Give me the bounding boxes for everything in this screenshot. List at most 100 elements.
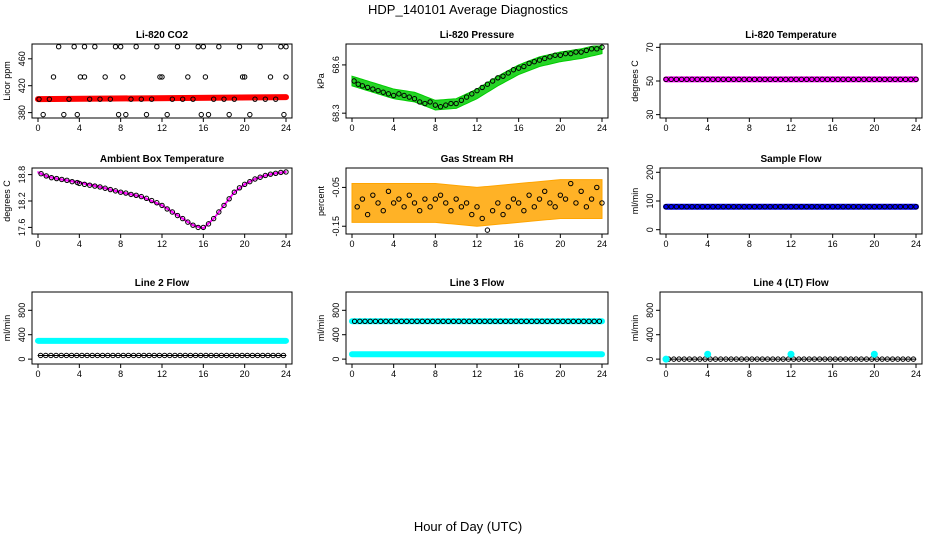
data-point: [905, 356, 911, 362]
data-point: [586, 318, 592, 324]
data-point: [86, 182, 93, 188]
data-point: [195, 43, 201, 50]
data-point: [764, 356, 771, 362]
data-point: [84, 352, 90, 359]
data-point: [370, 192, 376, 198]
data-point: [788, 204, 794, 210]
y-tick-label: -0.05: [331, 177, 341, 198]
data-point: [283, 43, 289, 50]
data-point: [539, 318, 545, 324]
data-point: [702, 356, 708, 362]
data-point: [437, 104, 444, 110]
panel-title: Gas Stream RH: [441, 154, 514, 165]
data-point: [757, 204, 763, 210]
y-axis-label: Licor ppm: [2, 61, 12, 101]
x-tick-label: 16: [514, 369, 524, 379]
data-point: [283, 74, 289, 80]
data-point: [179, 215, 186, 222]
data-point: [192, 352, 199, 359]
data-point: [89, 352, 95, 359]
data-point: [372, 318, 379, 324]
data-point: [733, 356, 740, 362]
data-point: [120, 352, 126, 359]
data-point: [531, 204, 537, 210]
data-point: [900, 356, 906, 362]
y-tick-label: 200: [645, 165, 655, 180]
data-point: [557, 52, 564, 58]
data-point: [704, 204, 711, 210]
data-point: [97, 96, 103, 102]
data-point: [272, 170, 279, 176]
data-point: [443, 102, 449, 108]
data-point: [157, 74, 163, 80]
data-point: [252, 96, 258, 102]
data-point: [882, 204, 888, 210]
data-point: [236, 43, 243, 50]
data-point: [202, 74, 209, 80]
data-point: [275, 352, 281, 359]
data-point: [819, 204, 825, 210]
data-point: [128, 96, 134, 102]
data-point: [489, 78, 496, 84]
data-point: [244, 352, 250, 359]
data-point: [759, 356, 766, 362]
y-tick-label: 400: [331, 327, 341, 342]
x-tick-label: 8: [747, 369, 752, 379]
data-point: [814, 76, 820, 83]
x-tick-label: 20: [240, 239, 250, 249]
x-tick-label: 16: [514, 239, 524, 249]
data-point: [824, 76, 831, 83]
x-tick-label: 24: [911, 123, 921, 133]
spike-point: [787, 350, 795, 358]
data-point: [892, 204, 898, 210]
data-point: [53, 175, 60, 182]
data-point: [112, 188, 119, 194]
data-point: [866, 76, 872, 83]
data-point: [97, 184, 103, 190]
x-axis-title: Hour of Day (UTC): [414, 519, 522, 534]
data-point: [902, 76, 909, 83]
data-point: [749, 356, 755, 362]
data-point: [48, 174, 55, 181]
data-point: [544, 318, 551, 324]
x-tick-label: 4: [391, 239, 396, 249]
data-point: [513, 318, 519, 324]
data-point: [64, 177, 70, 184]
spike-point: [662, 355, 670, 363]
data-point: [599, 200, 605, 206]
x-tick-label: 12: [786, 123, 796, 133]
data-point: [767, 76, 773, 83]
data-point: [417, 99, 423, 105]
data-point: [879, 356, 885, 362]
data-point: [239, 352, 245, 359]
data-point: [908, 76, 914, 83]
data-point: [676, 356, 682, 362]
data-point: [710, 204, 716, 210]
data-point: [143, 195, 150, 202]
data-point: [115, 352, 121, 359]
data-point: [474, 204, 480, 210]
data-point: [159, 202, 165, 209]
data-point: [81, 74, 88, 80]
data-point: [717, 356, 724, 362]
data-point: [842, 356, 849, 362]
data-point: [671, 356, 677, 362]
x-tick-label: 16: [828, 369, 838, 379]
data-point: [169, 96, 176, 102]
data-point: [902, 204, 909, 210]
data-point: [856, 204, 862, 210]
data-point: [37, 352, 44, 359]
data-point: [148, 197, 155, 204]
data-point: [531, 58, 537, 65]
data-point: [510, 196, 517, 202]
data-point: [806, 356, 812, 362]
data-point: [234, 352, 240, 359]
data-point: [837, 356, 844, 362]
x-tick-label: 24: [281, 239, 291, 249]
data-point: [422, 196, 428, 202]
data-point: [754, 356, 760, 362]
y-axis-label: degrees C: [630, 60, 640, 102]
panel-line4: Line 4 (LT) Flow ml/min 0 4 8 12 16 20 24 0 400 800: [630, 278, 923, 379]
data-point: [195, 224, 201, 231]
data-point: [364, 84, 371, 91]
